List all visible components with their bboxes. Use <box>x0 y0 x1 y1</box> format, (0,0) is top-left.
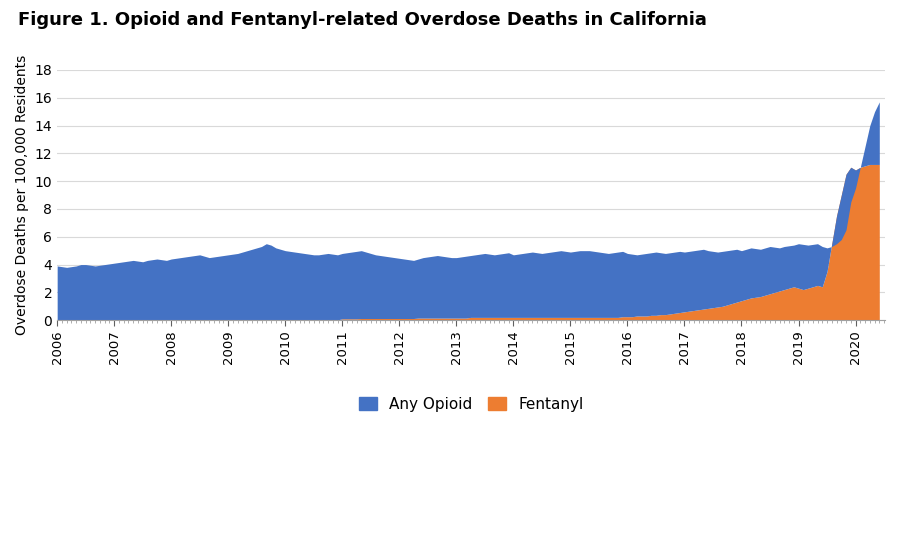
Y-axis label: Overdose Deaths per 100,000 Residents: Overdose Deaths per 100,000 Residents <box>15 55 29 335</box>
Text: Figure 1. Opioid and Fentanyl-related Overdose Deaths in California: Figure 1. Opioid and Fentanyl-related Ov… <box>18 11 706 29</box>
Legend: Any Opioid, Fentanyl: Any Opioid, Fentanyl <box>353 390 590 418</box>
